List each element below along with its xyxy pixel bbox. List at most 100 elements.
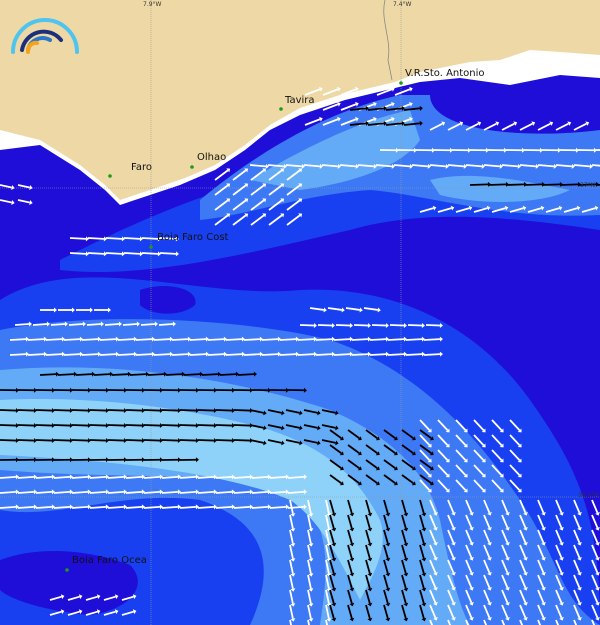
current-arrow <box>473 205 491 213</box>
current-arrow <box>17 199 33 205</box>
current-arrow <box>289 619 292 625</box>
current-arrow <box>465 514 474 531</box>
current-arrow <box>287 504 307 510</box>
current-arrow <box>215 489 235 495</box>
current-arrow <box>161 504 181 510</box>
current-arrow <box>249 439 267 446</box>
current-arrow <box>71 408 91 414</box>
current-arrow <box>347 604 355 622</box>
current-arrow <box>347 574 355 592</box>
current-arrow <box>437 419 450 433</box>
current-arrow <box>447 163 467 169</box>
current-arrow <box>329 604 337 622</box>
current-arrow <box>89 504 109 510</box>
current-arrow <box>369 351 389 357</box>
current-arrow <box>347 459 362 471</box>
current-arrow <box>189 351 209 357</box>
current-arrow <box>289 544 296 562</box>
current-arrow <box>141 251 161 257</box>
current-arrow <box>135 336 155 342</box>
current-arrow <box>347 474 362 486</box>
current-arrow <box>325 559 332 577</box>
current-arrow <box>419 529 427 547</box>
current-arrow <box>351 336 371 342</box>
current-arrow <box>465 121 482 131</box>
current-arrow <box>591 559 600 576</box>
current-arrow <box>447 604 456 621</box>
current-arrow <box>27 336 47 342</box>
current-arrow <box>573 163 593 169</box>
current-arrow <box>0 184 15 190</box>
current-arrow <box>35 489 55 495</box>
current-arrow <box>250 168 267 181</box>
current-arrow <box>32 321 50 327</box>
current-arrow <box>465 529 474 546</box>
current-arrow <box>329 429 344 441</box>
current-arrow <box>117 351 137 357</box>
current-arrow <box>577 147 597 153</box>
current-arrow <box>519 574 528 591</box>
current-arrow <box>303 424 321 431</box>
place-label-vrsa[interactable]: V.R.Sto. Antonio <box>405 68 485 79</box>
current-arrow <box>487 147 507 153</box>
current-arrow <box>383 429 398 441</box>
current-arrow <box>304 116 323 126</box>
current-arrow <box>465 544 474 561</box>
current-arrow <box>286 183 303 196</box>
current-arrow <box>267 424 285 431</box>
current-arrow <box>125 504 145 510</box>
current-arrow <box>161 457 181 463</box>
current-arrow <box>307 499 314 517</box>
place-label-boia-faro-cost[interactable]: Boia Faro Cost <box>157 232 229 243</box>
current-arrow <box>87 251 107 257</box>
place-label-tavira[interactable]: Tavira <box>285 95 315 106</box>
current-arrow <box>365 574 373 592</box>
place-label-olhao[interactable]: Olhao <box>197 152 227 163</box>
current-arrow <box>197 423 217 429</box>
current-arrow <box>419 479 432 493</box>
current-arrow <box>35 438 55 444</box>
current-arrow <box>401 559 409 577</box>
current-arrow <box>161 423 181 429</box>
current-arrow <box>419 589 427 607</box>
current-arrow <box>261 336 281 342</box>
current-arrow <box>505 147 525 153</box>
current-arrow <box>58 307 75 313</box>
current-arrow <box>501 574 510 591</box>
current-arrow <box>268 168 285 181</box>
current-arrow <box>251 387 271 393</box>
current-arrow <box>17 184 33 190</box>
current-arrow <box>267 163 287 169</box>
current-arrow <box>559 147 579 153</box>
current-arrow <box>591 604 600 621</box>
current-arrow <box>233 387 253 393</box>
current-arrow <box>89 408 109 414</box>
current-arrow <box>365 474 380 486</box>
current-arrow <box>179 423 199 429</box>
current-arrow <box>89 457 109 463</box>
current-arrow <box>269 387 289 393</box>
current-arrow <box>329 474 344 486</box>
current-arrow <box>595 183 600 186</box>
current-arrow <box>483 544 492 561</box>
current-arrow <box>143 387 163 393</box>
current-arrow <box>401 544 409 562</box>
current-arrow <box>99 336 119 342</box>
current-arrow <box>143 474 163 480</box>
current-arrow <box>383 514 391 532</box>
place-label-faro[interactable]: Faro <box>131 162 152 173</box>
current-arrow <box>35 504 55 510</box>
current-arrow <box>233 489 253 495</box>
current-arrow <box>353 322 371 328</box>
current-arrow <box>563 205 581 213</box>
current-arrow <box>555 604 564 621</box>
current-arrow <box>121 609 137 616</box>
current-arrow <box>419 514 427 532</box>
current-arrow <box>287 489 307 495</box>
place-label-boia-faro-ocea[interactable]: Boia Faro Ocea <box>72 555 147 566</box>
current-arrow <box>465 163 485 169</box>
current-arrow <box>541 147 561 153</box>
current-arrow <box>329 499 337 517</box>
